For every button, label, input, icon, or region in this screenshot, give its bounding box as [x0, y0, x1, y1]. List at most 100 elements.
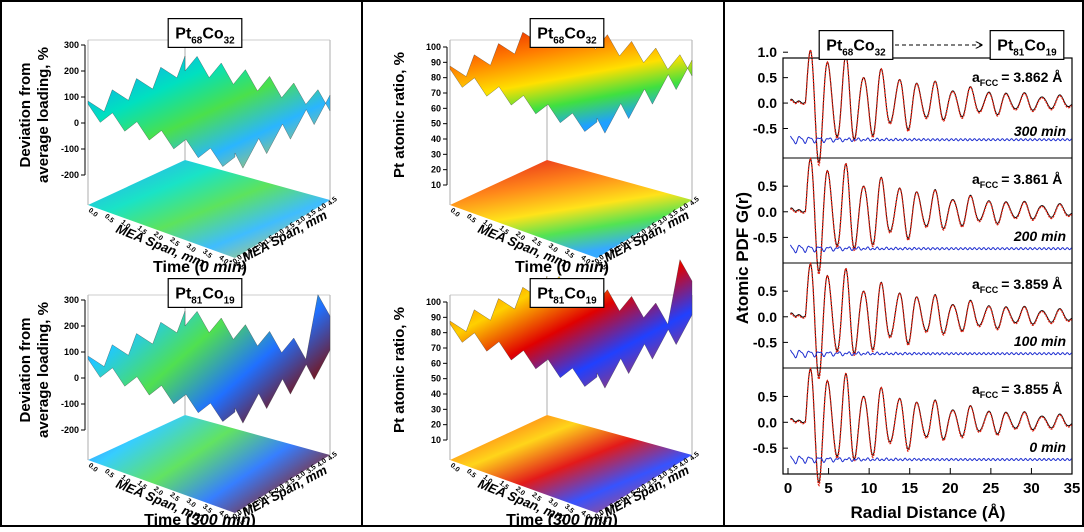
lattice-label: aFCC = 3.859 Å [972, 276, 1062, 295]
span-tick-label: 1.5 [136, 480, 148, 492]
z-tick-label: 80 [431, 328, 441, 338]
z-axis-label: Pt atomic ratio, % [391, 52, 408, 178]
z-tick-label: 60 [431, 358, 441, 368]
span-tick-label: 0.0 [594, 254, 606, 266]
y-tick-label: 0.0 [758, 95, 778, 111]
z-tick-label: 10 [431, 435, 441, 445]
span-tick-label: 0.0 [232, 254, 244, 266]
span-tick-label: 1.0 [253, 496, 265, 508]
span-tick-label: 1.0 [253, 241, 265, 253]
subscript: 68 [191, 35, 203, 46]
span-tick-label: 1.5 [263, 235, 275, 247]
lattice-symbol: a [972, 276, 980, 292]
span-tick-label: 2.0 [152, 486, 164, 498]
lattice-symbol: a [972, 171, 980, 187]
span-tick-label: 2.5 [647, 222, 659, 234]
formula-box [167, 278, 243, 309]
y-tick-label: -0.5 [753, 229, 777, 245]
z-tick-label: 100 [426, 297, 441, 307]
floor-map [450, 415, 692, 513]
span-tick-label: 4.5 [596, 260, 608, 272]
subscript: 81 [553, 295, 565, 306]
subscript: 81 [1013, 47, 1025, 58]
caption-lead: Time ( [144, 512, 192, 527]
span-tick-label: 4.0 [678, 202, 690, 214]
span-tick-label: 4.5 [234, 515, 246, 527]
lattice-sub: FCC [980, 78, 999, 88]
fit-curve [790, 156, 1072, 276]
element: Pt [175, 286, 192, 303]
time-label: 200 min [1013, 228, 1066, 244]
span-tick-label: 2.5 [530, 492, 542, 504]
z-tick-label: 200 [64, 321, 79, 331]
y-tick-label: 0.0 [758, 309, 778, 325]
y-tick-label: 0.5 [758, 283, 778, 299]
z-axis-label: Deviation from [17, 62, 34, 167]
span-tick-label: 2.5 [285, 477, 297, 489]
subscript: 32 [875, 47, 887, 58]
span-tick-label: 4.5 [596, 515, 608, 527]
caption: Time (0 min) [153, 259, 247, 276]
formula: Pt68Co32 [826, 38, 886, 59]
caption-time: 0 min [200, 259, 242, 276]
span-tick-label: 4.5 [327, 196, 339, 208]
x-tick-label: 10 [861, 480, 878, 497]
span-tick-label: 1.0 [615, 496, 627, 508]
formula-box [989, 30, 1065, 60]
span-tick-label: 4.5 [689, 451, 701, 463]
z-tick-label: 300 [64, 295, 79, 305]
difference-curve [789, 244, 1072, 254]
span-tick-label: 4.0 [678, 457, 690, 469]
z-tick-label: 70 [431, 88, 441, 98]
fit-curve [790, 366, 1073, 487]
difference-curve [789, 349, 1072, 359]
lattice-symbol: a [972, 69, 980, 85]
y-tick-label: 0.0 [758, 414, 778, 430]
caption-lead: Time ( [515, 259, 563, 276]
z-tick-label: 40 [431, 134, 441, 144]
span-tick-label: 1.5 [498, 225, 510, 237]
subscript: 19 [586, 295, 598, 306]
span-tick-label: 1.5 [498, 480, 510, 492]
subscript: 68 [553, 35, 565, 46]
formula: Pt81Co19 [175, 286, 235, 307]
x-tick-label: 20 [942, 480, 959, 497]
z-tick-label: -200 [61, 425, 79, 435]
lattice-sub: FCC [980, 390, 999, 400]
span-tick-label: 1.5 [136, 225, 148, 237]
span-tick-label: 1.0 [615, 241, 627, 253]
element: Co [564, 286, 586, 303]
caption-time: 300 min [191, 512, 251, 527]
z-tick-label: 30 [431, 404, 441, 414]
lattice-symbol: a [972, 381, 980, 397]
z-tick-label: 20 [431, 420, 441, 430]
z-tick-label: 0 [74, 118, 79, 128]
span-tick-label: 0.0 [232, 509, 244, 521]
z-tick-label: 90 [431, 57, 441, 67]
span-tick-label: 4.0 [316, 202, 328, 214]
z-tick-label: 50 [431, 119, 441, 129]
caption-tail: ) [251, 512, 256, 527]
span-tick-label: 4.0 [217, 254, 229, 266]
x-tick-label: 15 [901, 480, 918, 497]
floor-map [450, 160, 692, 258]
x-tick-label: 35 [1064, 480, 1081, 497]
span-tick-label: 2.0 [514, 486, 526, 498]
span-tick-label: 0.0 [449, 462, 461, 474]
span-tick-label: 3.0 [657, 470, 669, 482]
x-tick-label: 0 [784, 480, 792, 497]
span-tick-label: 3.0 [547, 498, 559, 510]
span-tick-label: 2.5 [168, 492, 180, 504]
span-tick-label: 1.0 [481, 474, 493, 486]
lattice-label: aFCC = 3.855 Å [972, 381, 1062, 400]
lattice-value: = 3.855 Å [1001, 381, 1062, 397]
z-tick-label: 90 [431, 312, 441, 322]
span-tick-label: 3.0 [295, 215, 307, 227]
span-tick-label: 2.0 [514, 231, 526, 243]
caption: Time (300 min) [144, 512, 256, 527]
z-axis-label: average loading, % [35, 302, 52, 438]
surface [87, 55, 331, 169]
